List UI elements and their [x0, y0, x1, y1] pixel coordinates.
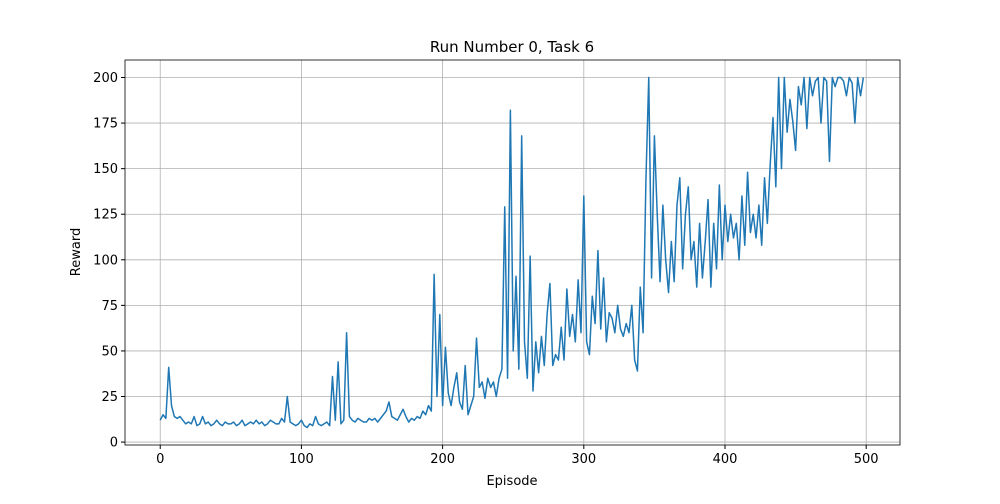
y-tick-label: 125 — [93, 208, 118, 223]
y-tick-label: 100 — [93, 253, 118, 268]
y-tick-label: 75 — [101, 299, 118, 314]
x-tick-label: 0 — [156, 452, 164, 467]
axes-frame — [124, 59, 901, 446]
chart-title: Run Number 0, Task 6 — [430, 38, 594, 56]
x-tick-label: 200 — [430, 452, 455, 467]
x-tick-label: 100 — [289, 452, 314, 467]
x-axis-label: Episode — [486, 474, 537, 489]
y-tick-label: 200 — [93, 71, 118, 86]
x-tick-label: 400 — [713, 452, 738, 467]
y-tick-label: 0 — [110, 436, 118, 451]
y-axis-label: Reward — [69, 228, 84, 276]
y-tick-label: 150 — [93, 162, 118, 177]
line-series — [159, 76, 865, 429]
y-tick-label: 50 — [101, 344, 118, 359]
x-tick-label: 300 — [571, 452, 596, 467]
y-tick-label: 175 — [93, 117, 118, 132]
x-tick-label: 500 — [854, 452, 879, 467]
y-tick-label: 25 — [101, 390, 118, 405]
